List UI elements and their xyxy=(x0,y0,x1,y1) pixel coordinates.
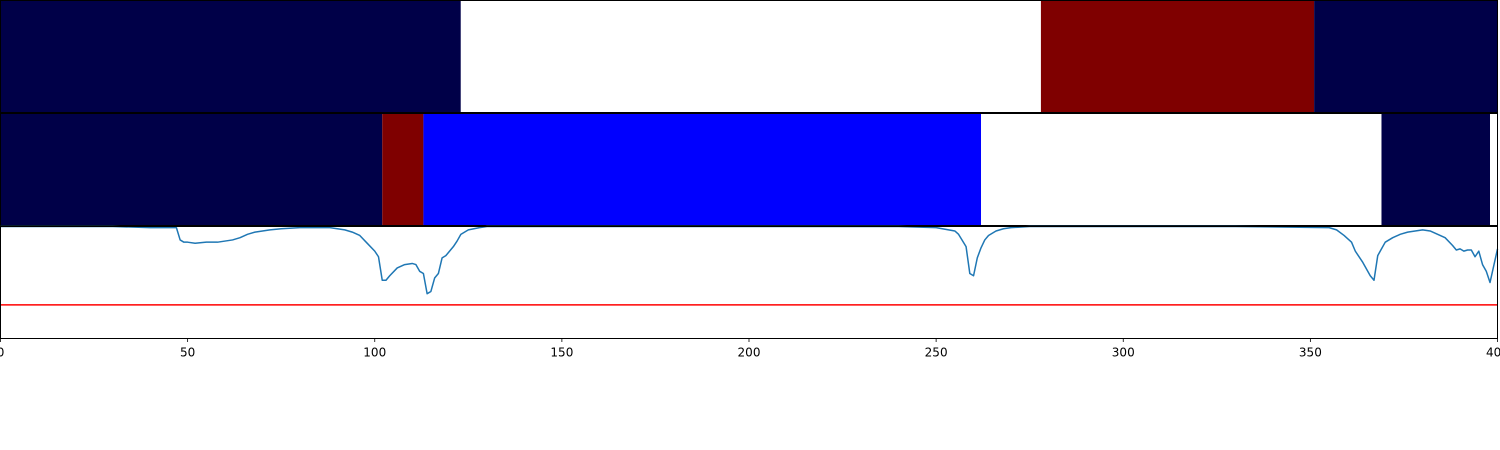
band-frame-2 xyxy=(0,113,1498,226)
line-panel-frame xyxy=(0,226,1498,339)
x-tick-label-350: 350 xyxy=(1299,346,1322,360)
x-tick-label-200: 200 xyxy=(738,346,761,360)
heatmap-segment-1-3 xyxy=(1040,0,1315,113)
x-tick-label-50: 50 xyxy=(180,346,195,360)
band-frame-1 xyxy=(0,0,1498,113)
heatmap-segment-1-2 xyxy=(460,0,1041,113)
heatmap-segment-2-3 xyxy=(423,113,982,226)
x-tick-label-300: 300 xyxy=(1112,346,1135,360)
heatmap-band-2 xyxy=(0,113,1498,226)
line-panel xyxy=(0,225,1499,339)
x-tick-label-0: 0 xyxy=(0,346,4,360)
heatmap-segment-2-6 xyxy=(1490,113,1498,226)
heatmap-segment-1-4 xyxy=(1314,0,1498,113)
x-tick-label-100: 100 xyxy=(363,346,386,360)
heatmap-segment-1-1 xyxy=(0,0,461,113)
series-line xyxy=(0,225,1499,295)
x-tick-label-400: 400 xyxy=(1486,346,1500,360)
heatmap-segment-2-4 xyxy=(981,113,1382,226)
heatmap-band-1 xyxy=(0,0,1498,113)
heatmap-segment-2-2 xyxy=(382,113,424,226)
heatmap-segment-2-5 xyxy=(1381,113,1491,226)
x-tick-label-250: 250 xyxy=(925,346,948,360)
x-axis: 0 50 100 150 200 250 300 350 400 xyxy=(0,338,1500,360)
heatmap-segment-2-1 xyxy=(0,113,383,226)
x-tick-label-150: 150 xyxy=(550,346,573,360)
